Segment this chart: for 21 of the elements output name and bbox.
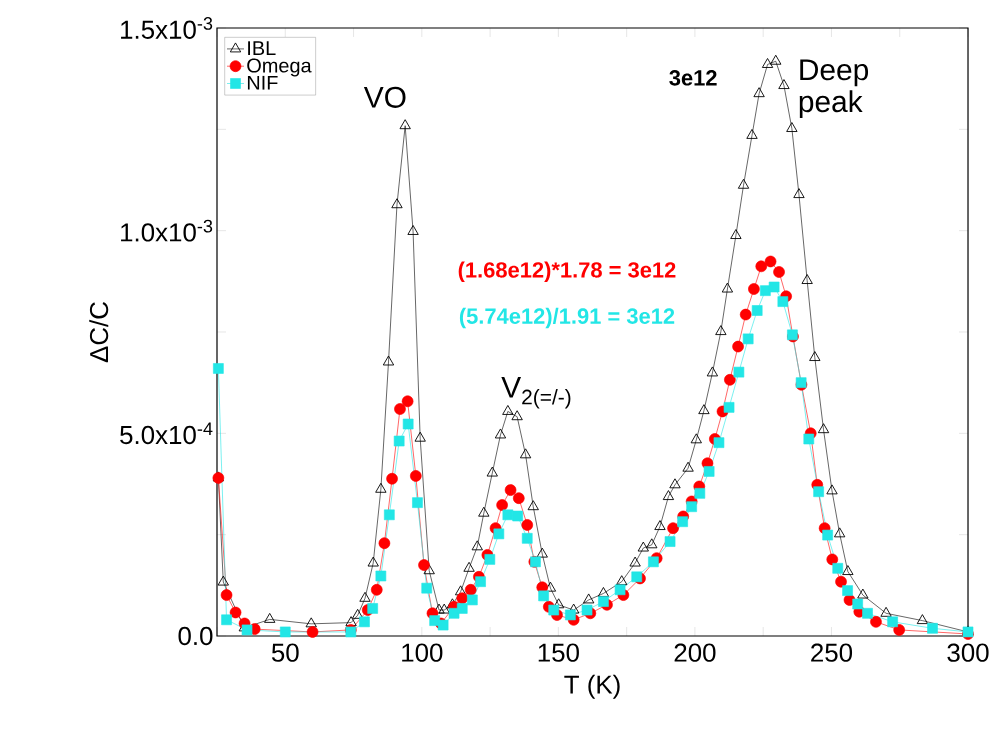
legend-label: IBL	[248, 41, 276, 56]
x-tick-label: 50	[271, 643, 299, 662]
x-tick-label: 250	[811, 643, 853, 662]
y-tick-label: 1.0x10$^{-3}$	[121, 219, 213, 242]
y-tick-label: 1.5x10$^{-3}$	[121, 17, 213, 39]
y-tick-label: 5.0x10$^{-4}$	[120, 422, 213, 445]
x-tick-label: 200	[674, 643, 716, 662]
x-tick-label: 100	[402, 643, 443, 662]
annotation: (5.74e12)/1.91 = 3e12	[459, 307, 675, 329]
x-tick-label: 300	[947, 643, 989, 662]
annotation: VO	[363, 86, 406, 108]
legend-label: Omega	[247, 58, 312, 77]
x-tick-label: 150	[538, 643, 579, 662]
annotation: 3e12	[669, 70, 717, 86]
annotation: V$_{2(=/-)}$	[501, 377, 571, 409]
legend-label: NIF	[247, 75, 278, 90]
y-tick-label: 0.0	[178, 626, 213, 646]
x-axis-title: T (K)	[564, 674, 620, 699]
y-axis-title: ΔC/C	[89, 302, 109, 363]
annotation: (1.68e12)*1.78 = 3e12	[458, 261, 676, 283]
annotation: Deep peak	[799, 59, 869, 119]
